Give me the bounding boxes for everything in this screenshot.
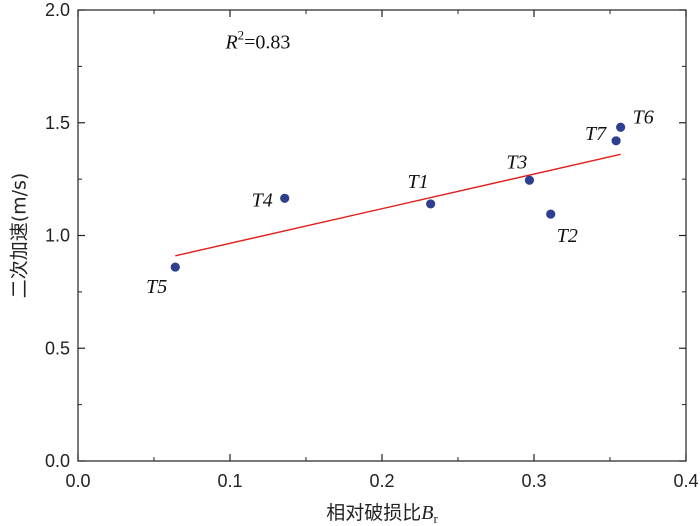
x-axis-variable-subscript: r (433, 511, 438, 526)
r-squared-symbol: R (224, 31, 237, 53)
data-points (170, 122, 626, 272)
r-squared-annotation: R2=0.83 (224, 27, 290, 53)
x-tick-label: 0.2 (369, 471, 394, 491)
fit-line (175, 153, 621, 257)
data-point-t5 (170, 262, 180, 272)
point-label-t6: T6 (633, 106, 654, 128)
point-label-t1: T1 (408, 171, 429, 193)
plot-frame (77, 9, 687, 462)
point-label-t2: T2 (557, 225, 578, 247)
y-tick-label: 0.0 (45, 451, 70, 471)
x-tick-label: 0.3 (521, 471, 546, 491)
data-point-t7 (611, 136, 621, 146)
data-point-t1 (426, 199, 436, 209)
axes: 0.0 0.1 0.2 0.3 0.4 0.0 0.5 1.0 1.5 2.0 (45, 0, 699, 491)
r-squared-superscript: 2 (238, 27, 245, 42)
r-squared-value: =0.83 (244, 31, 290, 53)
x-tick-label: 0.4 (673, 471, 698, 491)
y-tick-label: 2.0 (45, 0, 70, 20)
x-tick-label: 0.1 (217, 471, 242, 491)
point-label-t7: T7 (585, 123, 607, 145)
x-axis-title-text: 相对破损比 (326, 502, 421, 524)
fit-line-group (175, 153, 621, 257)
x-axis-title: 相对破损比Br (326, 502, 438, 526)
point-label-t5: T5 (146, 276, 167, 298)
data-point-t4 (280, 193, 290, 203)
data-point-t2 (546, 209, 556, 219)
y-axis-title: 二次加速(m/s) (9, 173, 31, 299)
point-labels: T1 T2 T3 T4 T5 T6 T7 (146, 106, 654, 298)
point-label-t3: T3 (506, 151, 527, 173)
data-point-t3 (524, 175, 535, 185)
point-label-t4: T4 (252, 189, 273, 211)
y-tick-label: 1.0 (45, 226, 70, 246)
y-tick-label: 0.5 (45, 338, 70, 358)
x-tick-label: 0.0 (65, 471, 90, 491)
x-axis-variable: B (421, 502, 433, 524)
data-point-t6 (616, 122, 626, 132)
y-tick-label: 1.5 (45, 113, 70, 133)
